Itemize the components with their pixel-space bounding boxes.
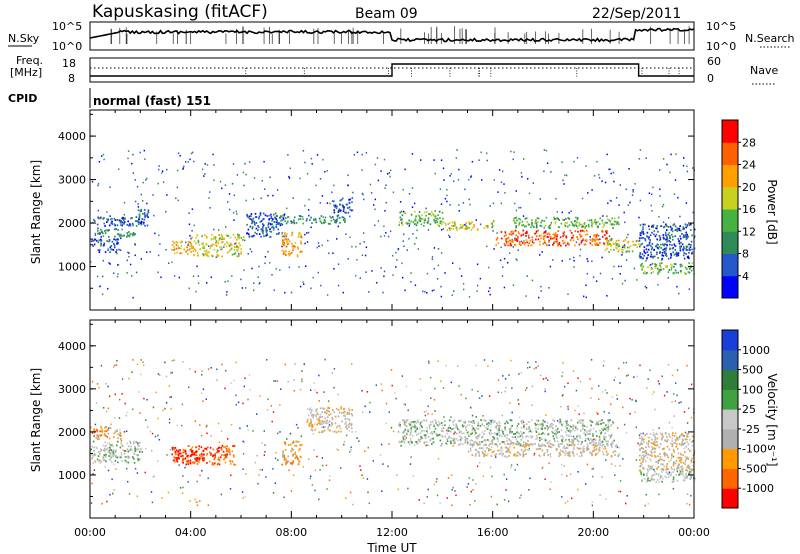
velocity-panel: 1000 2000 3000 4000 00:00 04:00 08:00 12:00 16:… — [29, 319, 710, 554]
velocity-colorbar-segment — [722, 369, 738, 390]
noise-left-tick-bottom: 10^0 — [52, 40, 82, 53]
noise-panel: N.Sky 10^5 10^0 10^5 10^0 N.Search — [8, 20, 795, 53]
x-tick-label: 04:00 — [175, 526, 207, 539]
power-colorbar-tick: 28 — [742, 136, 756, 149]
power-colorbar-tick: 12 — [742, 225, 756, 238]
freq-label-2: [MHz] — [10, 66, 42, 79]
velocity-scatter — [90, 358, 696, 507]
power-colorbar: 4 8 12 16 20 24 28 Power [dB] — [721, 119, 779, 299]
velocity-colorbar-segment — [722, 330, 738, 351]
freq-label-1: Freq. — [16, 54, 43, 67]
x-axis-label: Time UT — [366, 541, 417, 554]
power-colorbar-segment — [722, 275, 738, 299]
station-title: Kapuskasing (fitACF) — [92, 2, 268, 22]
power-colorbar-segment — [722, 120, 738, 143]
velocity-colorbar-tick: -100 — [742, 443, 767, 456]
velocity-colorbar-tick: 500 — [742, 364, 763, 377]
velocity-colorbar-segment — [722, 389, 738, 410]
velocity-colorbar-segment — [722, 468, 738, 489]
noise-left-label: N.Sky — [8, 32, 40, 45]
x-tick-label: 20:00 — [577, 526, 609, 539]
power-colorbar-segment — [722, 164, 738, 188]
velocity-ytick-label: 1000 — [58, 469, 86, 482]
cpid-text: normal (fast) 151 — [93, 94, 211, 108]
power-colorbar-segment — [722, 186, 738, 210]
x-tick-label: 00:00 — [678, 526, 710, 539]
power-colorbar-tick: 24 — [742, 159, 756, 172]
power-panel: 1000 2000 3000 4000 Slant Range [km] — [29, 109, 696, 311]
power-colorbar-segment — [722, 142, 738, 165]
power-colorbar-segment — [722, 253, 738, 277]
velocity-colorbar: 1000 500 100 25 -25 -100 -500 -1000 Velocity [m… — [721, 329, 779, 509]
velocity-colorbar-tick: -1000 — [742, 482, 774, 495]
freq-left-tick-top: 18 — [62, 57, 76, 70]
power-ytick-label: 3000 — [58, 174, 86, 187]
x-tick-label: 08:00 — [275, 526, 307, 539]
power-colorbar-segment — [722, 231, 738, 254]
velocity-colorbar-tick: -25 — [742, 423, 760, 436]
power-ytick-label: 2000 — [58, 217, 86, 230]
velocity-colorbar-tick: 25 — [742, 403, 756, 416]
velocity-ytick-label: 2000 — [58, 426, 86, 439]
power-colorbar-tick: 8 — [742, 248, 749, 261]
x-tick-label: 16:00 — [477, 526, 509, 539]
noise-left-tick-top: 10^5 — [52, 20, 82, 33]
power-ylabel: Slant Range [km] — [29, 160, 43, 264]
velocity-colorbar-segment — [722, 409, 738, 430]
noise-trace — [89, 26, 695, 44]
freq-panel: Freq. [MHz] 18 8 60 0 Nave — [10, 54, 778, 85]
velocity-colorbar-segment — [722, 488, 738, 509]
power-colorbar-tick: 16 — [742, 203, 756, 216]
velocity-colorbar-segment — [722, 448, 738, 469]
freq-right-tick-top: 60 — [707, 55, 721, 68]
power-colorbar-tick: 4 — [742, 270, 749, 283]
freq-right-tick-bottom: 0 — [707, 72, 714, 85]
power-colorbar-segment — [722, 209, 738, 232]
velocity-colorbar-tick: 100 — [742, 383, 763, 396]
x-tick-label: 12:00 — [376, 526, 408, 539]
beam-title: Beam 09 — [355, 6, 418, 22]
date-title: 22/Sep/2011 — [592, 6, 681, 22]
freq-trace — [90, 63, 694, 78]
freq-left-tick-bottom: 8 — [68, 72, 75, 85]
power-scatter — [90, 149, 696, 299]
power-ytick-label: 1000 — [58, 261, 86, 274]
nave-label: Nave — [750, 64, 778, 77]
noise-right-tick-top: 10^5 — [706, 20, 736, 33]
velocity-colorbar-tick: -500 — [742, 462, 767, 475]
noise-right-tick-bottom: 10^0 — [706, 40, 736, 53]
noise-right-label: N.Search — [745, 32, 795, 45]
velocity-ytick-label: 3000 — [58, 383, 86, 396]
power-colorbar-label: Power [dB] — [765, 179, 779, 244]
power-colorbar-tick: 20 — [742, 181, 756, 194]
x-tick-label: 00:00 — [74, 526, 106, 539]
velocity-colorbar-segment — [722, 428, 738, 450]
power-ytick-label: 4000 — [58, 130, 86, 143]
velocity-ytick-label: 4000 — [58, 340, 86, 353]
velocity-colorbar-label: Velocity [m s⁻¹] — [765, 373, 779, 466]
velocity-ylabel: Slant Range [km] — [29, 368, 43, 472]
velocity-colorbar-tick: 1000 — [742, 344, 770, 357]
velocity-colorbar-segment — [722, 349, 738, 371]
cpid-label: CPID — [8, 92, 37, 105]
